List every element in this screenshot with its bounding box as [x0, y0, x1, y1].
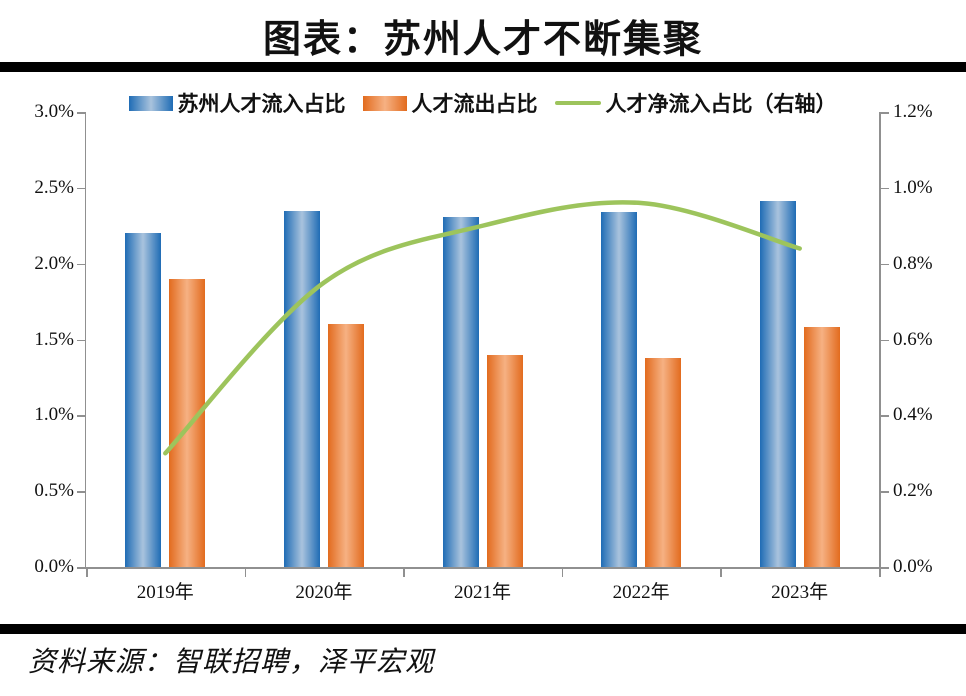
inflow-series-label: 苏州人才流入占比 — [177, 92, 346, 116]
x-axis-tick — [403, 568, 405, 577]
y-axis-right-tick — [880, 263, 889, 266]
inflow-series-swatch — [128, 95, 173, 111]
inflow-bar-2021年 — [442, 216, 479, 567]
y-axis-left-tick — [77, 415, 85, 417]
inflow-bar-2020年 — [283, 210, 320, 567]
y-axis-right-tick — [880, 339, 889, 341]
y-axis-left-label: 0.0% — [34, 556, 74, 577]
y-axis-left-tick — [77, 567, 85, 569]
y-axis-right-tick — [880, 187, 889, 190]
y-axis-left-tick — [77, 112, 85, 114]
y-axis-left-label: 2.0% — [34, 252, 74, 274]
y-axis-right-label: 0.8% — [893, 252, 933, 274]
y-axis-left-tick — [77, 491, 85, 493]
x-axis-label: 2022年 — [612, 582, 670, 603]
x-axis-tick — [561, 568, 564, 577]
bottom-divider-bar — [0, 624, 966, 634]
legend-item-net-inflow: 人才净流入占比（右轴） — [554, 88, 837, 118]
source-note: 资料来源：智联招聘，泽平宏观 — [28, 647, 435, 678]
y-axis-right-label: 1.2% — [893, 101, 933, 122]
y-axis-right-label: 0.4% — [893, 404, 933, 426]
y-axis-right-tick — [880, 567, 889, 569]
legend-item-inflow: 苏州人才流入占比 — [128, 88, 346, 118]
outflow-series-swatch — [362, 95, 407, 111]
chart-title: 图表：苏州人才不断集聚 — [262, 19, 703, 61]
y-axis-left-label: 1.0% — [34, 404, 74, 426]
x-axis-tick — [720, 568, 722, 577]
outflow-bar-2020年 — [327, 324, 364, 567]
y-axis-left-label: 2.5% — [34, 176, 74, 198]
top-divider-bar — [0, 62, 966, 72]
y-axis-right-label: 0.2% — [893, 480, 933, 502]
y-axis-right-tick — [880, 415, 889, 417]
x-axis-tick — [86, 568, 88, 577]
legend-item-outflow: 人才流出占比 — [362, 88, 538, 118]
x-axis-tick — [879, 568, 881, 577]
x-axis-label: 2019年 — [136, 582, 194, 603]
y-axis-left-line — [84, 112, 86, 569]
x-axis-label: 2020年 — [295, 582, 353, 603]
x-axis-tick — [244, 568, 247, 577]
outflow-bar-2021年 — [486, 354, 523, 567]
outflow-series-label: 人才流出占比 — [411, 92, 538, 116]
outflow-bar-2022年 — [645, 357, 682, 567]
y-axis-left-label: 3.0% — [34, 101, 74, 122]
outflow-bar-2019年 — [169, 278, 206, 567]
x-axis-label: 2023年 — [771, 582, 829, 603]
net-inflow-series-label: 人才净流入占比（右轴） — [605, 92, 837, 116]
y-axis-left-label: 1.5% — [34, 328, 74, 350]
inflow-bar-2023年 — [759, 201, 796, 567]
inflow-bar-2022年 — [601, 212, 638, 567]
y-axis-left-label: 0.5% — [34, 480, 74, 502]
y-axis-right-tick — [880, 491, 889, 493]
inflow-bar-2019年 — [125, 233, 162, 567]
legend: 苏州人才流入占比 人才流出占比 人才净流入占比（右轴） — [86, 88, 879, 118]
y-axis-right-label: 0.6% — [893, 328, 933, 350]
y-axis-right-label: 0.0% — [893, 556, 933, 577]
x-axis-line — [84, 567, 881, 569]
x-axis-label: 2021年 — [453, 582, 511, 603]
net-inflow-series-swatch — [554, 100, 601, 106]
y-axis-left-tick — [77, 339, 85, 341]
y-axis-right-line — [879, 112, 881, 569]
y-axis-right-tick — [880, 112, 889, 114]
y-axis-left-tick — [77, 263, 85, 266]
outflow-bar-2023年 — [803, 327, 840, 567]
y-axis-right-label: 1.0% — [893, 176, 933, 198]
y-axis-left-tick — [77, 187, 85, 190]
